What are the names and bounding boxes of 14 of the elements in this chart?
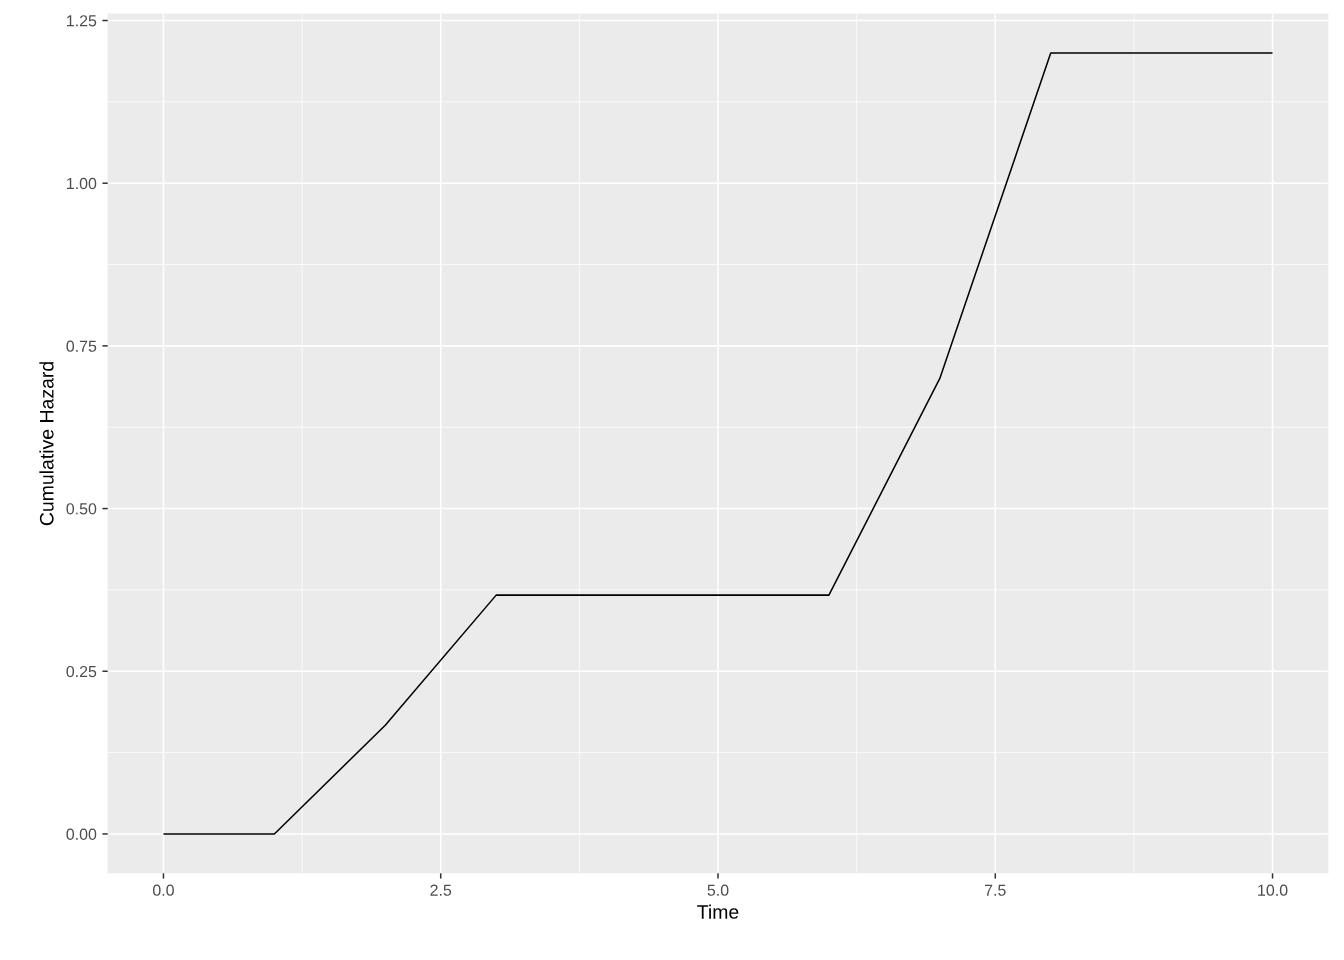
line-series — [162, 52, 1274, 835]
y-tick-label: 1.25 — [67, 15, 97, 27]
y-tick-label: 0.00 — [66, 828, 97, 840]
y-axis-title: Cumulative Hazard — [39, 362, 54, 526]
x-tick-label: 0.0 — [152, 884, 174, 896]
y-tick-label: 0.25 — [66, 665, 97, 678]
x-tick-label: 2.5 — [430, 884, 452, 896]
x-tick-label: 10.0 — [1258, 884, 1288, 896]
x-axis-title: Time — [697, 904, 739, 919]
y-tick-label: 0.50 — [66, 503, 97, 515]
y-tick-label: 0.75 — [66, 340, 97, 352]
x-tick-label: 5.0 — [707, 884, 729, 896]
x-tick-label: 7.5 — [984, 884, 1006, 896]
y-tick-label: 1.00 — [67, 177, 97, 190]
